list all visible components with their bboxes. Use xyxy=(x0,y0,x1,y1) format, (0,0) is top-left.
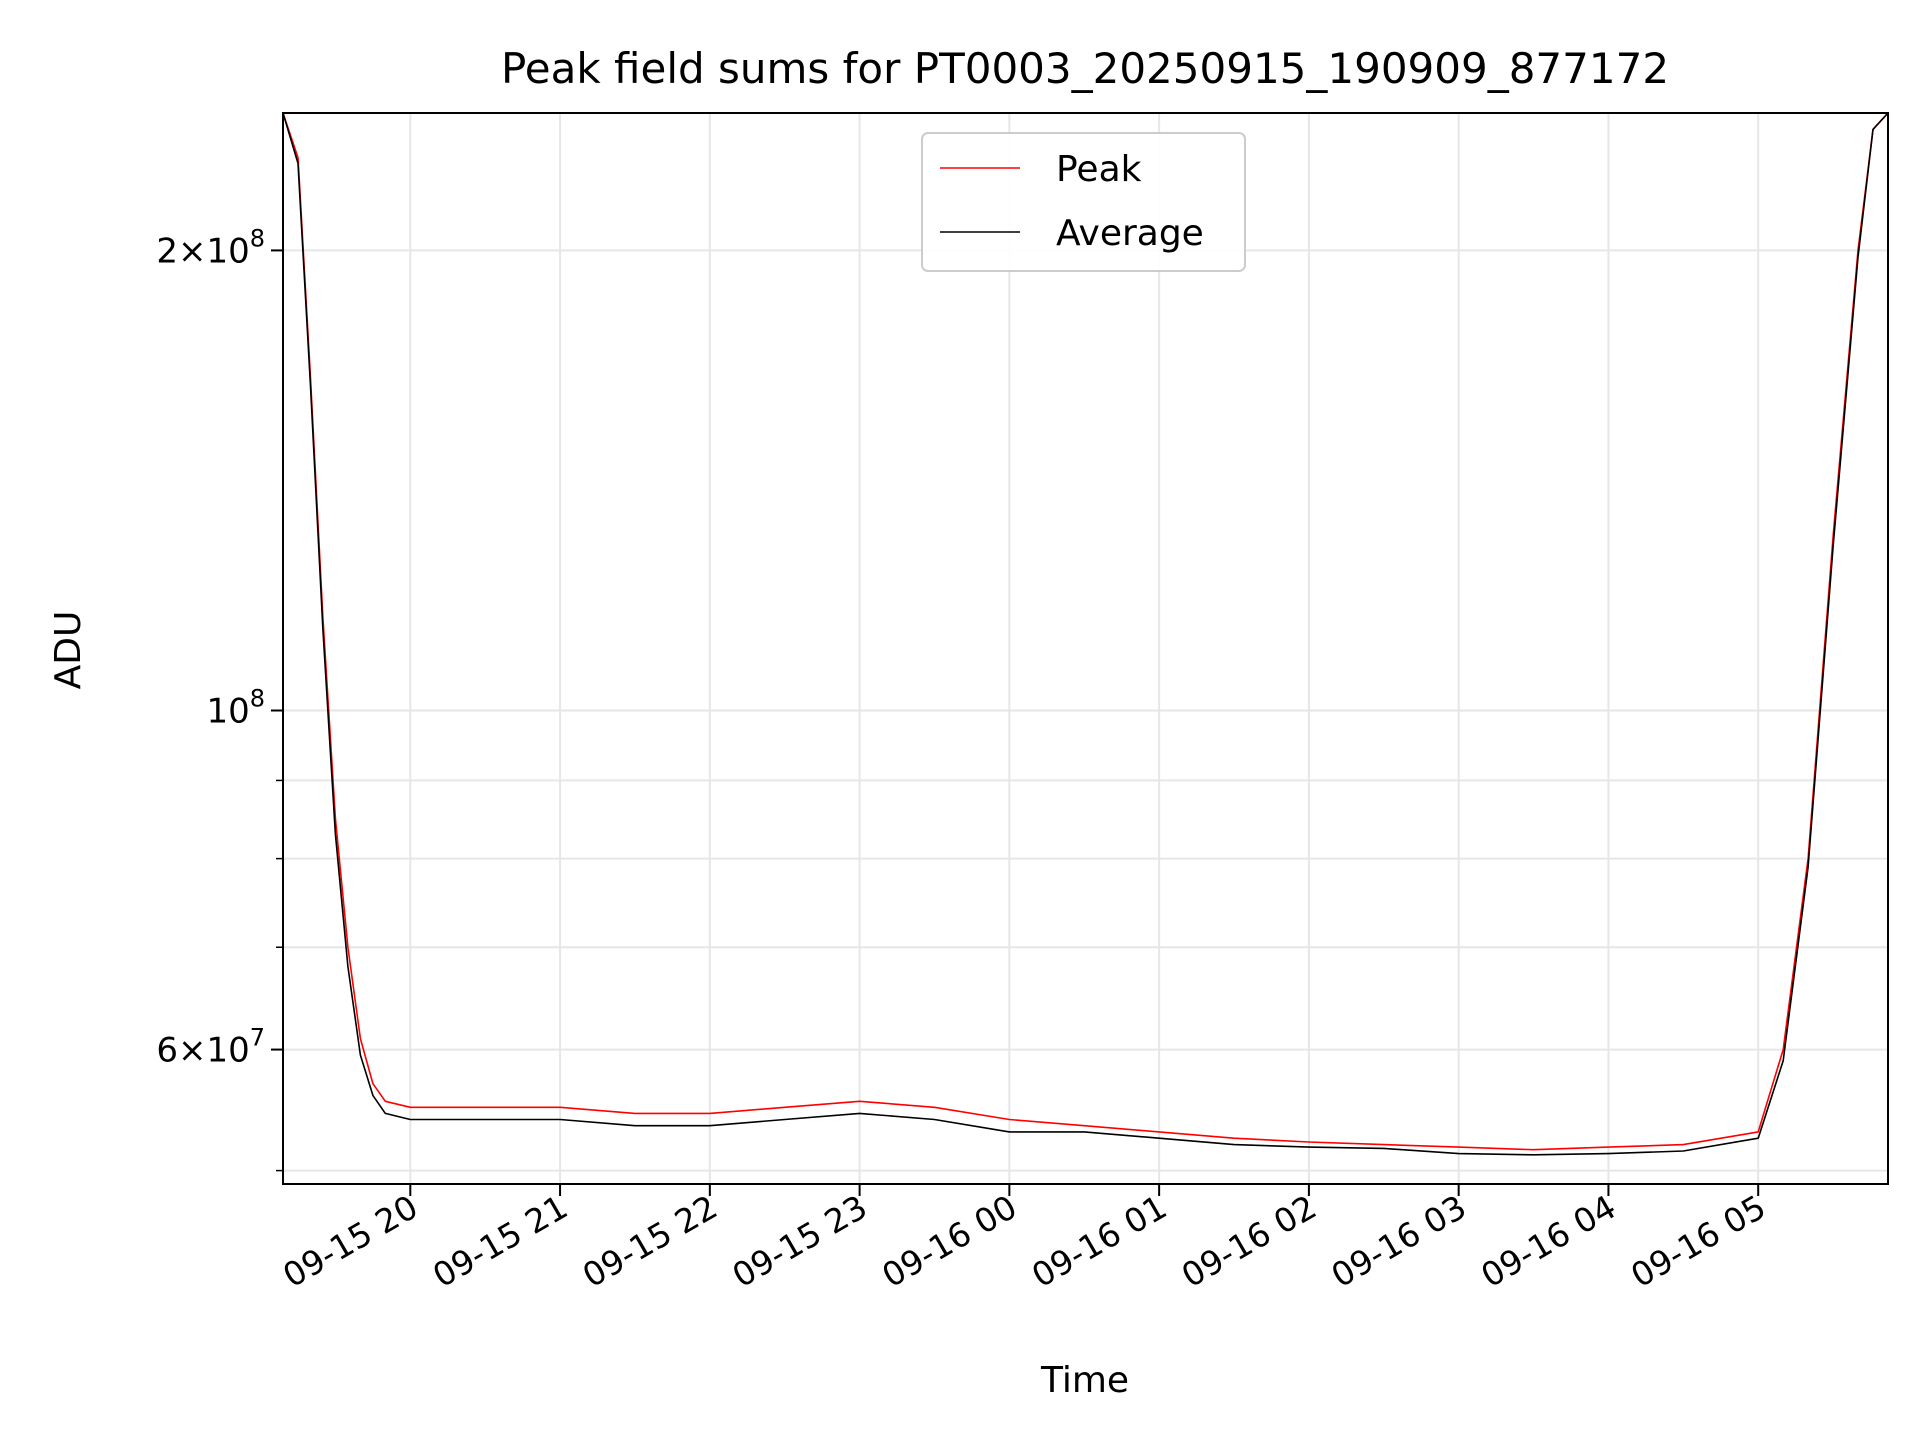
chart-title: Peak field sums for PT0003_20250915_1909… xyxy=(501,44,1669,93)
x-axis-label: Time xyxy=(1040,1360,1129,1401)
y-tick-label: 2×108 xyxy=(156,224,265,271)
series-lines xyxy=(282,112,1889,1156)
y-tick-label: 108 xyxy=(206,684,265,731)
legend: Peak Average xyxy=(921,132,1246,272)
y-axis-label: ADU xyxy=(48,611,89,690)
legend-label-peak: Peak xyxy=(1056,149,1142,190)
y-tick-label: 6×107 xyxy=(156,1024,265,1071)
legend-label-average: Average xyxy=(1056,213,1204,254)
series-line-peak xyxy=(282,112,1889,1151)
series-line-average xyxy=(282,112,1889,1156)
plot-frame xyxy=(282,112,1889,1185)
y-axis-ticks: 2×108 108 6×107 xyxy=(156,224,283,1172)
